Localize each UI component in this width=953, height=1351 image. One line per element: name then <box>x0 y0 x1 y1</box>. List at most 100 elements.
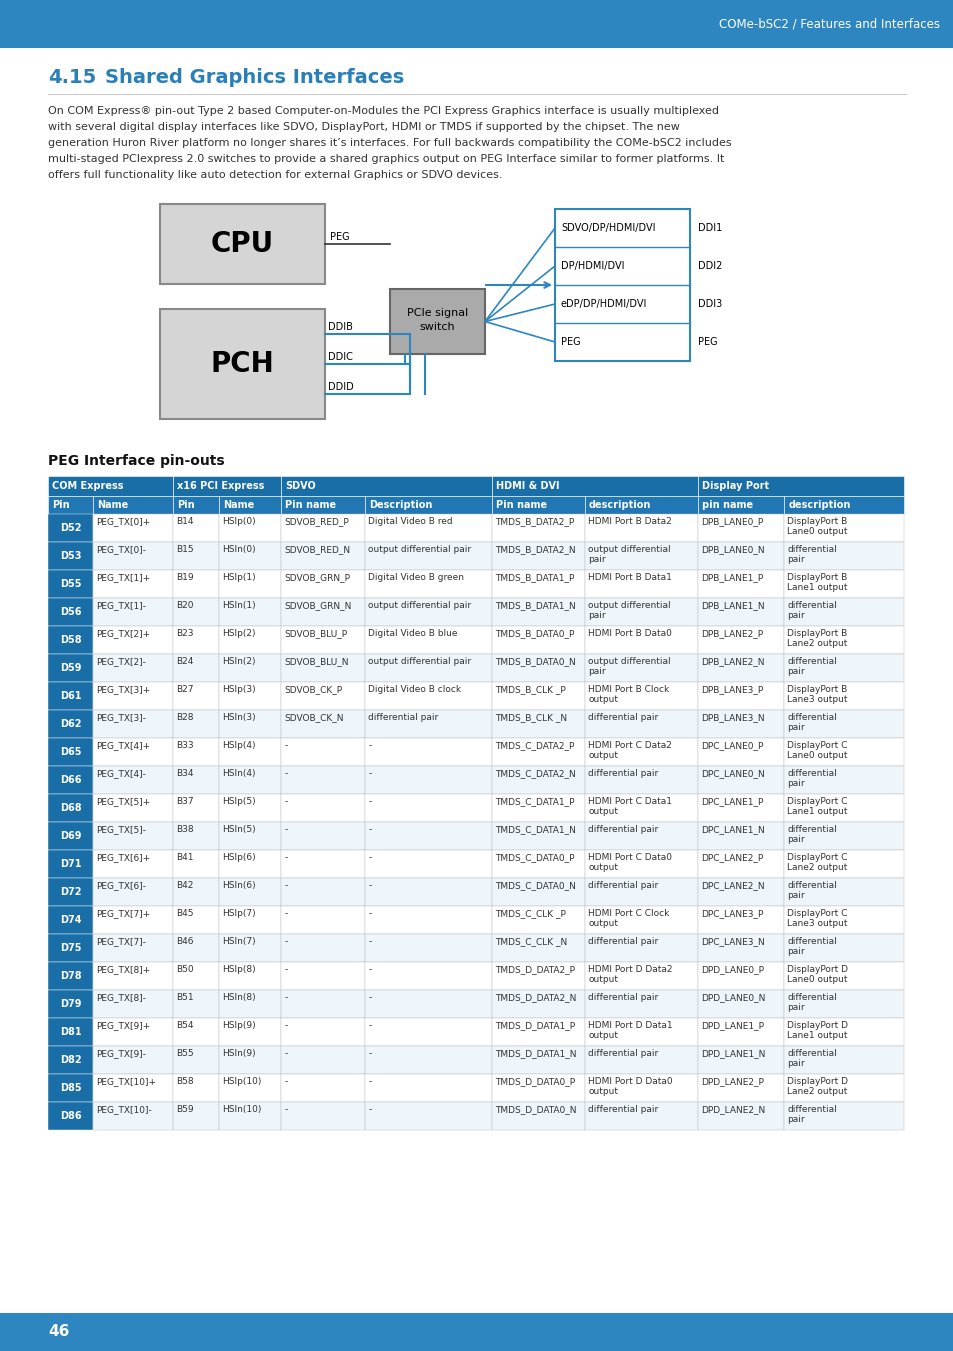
Bar <box>584 496 698 513</box>
Text: TMDS_B_DATA2_N: TMDS_B_DATA2_N <box>495 544 576 554</box>
Text: B15: B15 <box>176 544 193 554</box>
Text: Display Port: Display Port <box>701 481 769 490</box>
Bar <box>492 711 584 738</box>
Text: TMDS_B_DATA1_P: TMDS_B_DATA1_P <box>495 573 575 582</box>
Text: DisplayPort D
Lane0 output: DisplayPort D Lane0 output <box>786 965 847 985</box>
Bar <box>492 821 584 850</box>
Bar <box>698 513 783 542</box>
Text: DisplayPort C
Lane3 output: DisplayPort C Lane3 output <box>786 909 847 928</box>
Text: HSIn(3): HSIn(3) <box>221 713 255 721</box>
Text: B23: B23 <box>176 630 193 638</box>
Bar <box>218 626 281 654</box>
Text: DPD_LANE1_P: DPD_LANE1_P <box>700 1021 763 1029</box>
Text: DPC_LANE2_N: DPC_LANE2_N <box>700 881 764 890</box>
Text: HDMI Port C Data1
output: HDMI Port C Data1 output <box>587 797 672 816</box>
Bar <box>783 1046 903 1074</box>
Bar <box>48 766 93 794</box>
Bar <box>783 990 903 1019</box>
Bar <box>218 738 281 766</box>
Bar <box>698 794 783 821</box>
Bar <box>365 738 492 766</box>
Bar <box>281 990 365 1019</box>
Text: B50: B50 <box>176 965 193 974</box>
Text: D61: D61 <box>60 690 81 701</box>
Bar <box>218 907 281 934</box>
Text: D71: D71 <box>60 859 81 869</box>
Text: TMDS_C_DATA1_P: TMDS_C_DATA1_P <box>495 797 575 807</box>
Bar <box>48 542 93 570</box>
Bar <box>173 654 218 682</box>
Text: D59: D59 <box>60 663 81 673</box>
Bar <box>698 962 783 990</box>
Bar <box>281 654 365 682</box>
Bar <box>584 1019 698 1046</box>
Bar <box>492 654 584 682</box>
Text: DisplayPort B
Lane2 output: DisplayPort B Lane2 output <box>786 630 846 648</box>
Text: PEG_TX[6]-: PEG_TX[6]- <box>96 881 147 890</box>
Bar <box>783 654 903 682</box>
Text: DisplayPort B
Lane0 output: DisplayPort B Lane0 output <box>786 517 847 536</box>
Text: B33: B33 <box>176 740 193 750</box>
Bar <box>218 794 281 821</box>
Text: differential
pair: differential pair <box>786 769 836 789</box>
Bar <box>173 766 218 794</box>
Text: B59: B59 <box>176 1105 193 1115</box>
Bar <box>584 962 698 990</box>
Text: D66: D66 <box>60 775 81 785</box>
Bar <box>390 289 484 354</box>
Text: -: - <box>284 909 287 917</box>
Text: HSIn(7): HSIn(7) <box>221 938 255 946</box>
Text: SDVOB_GRN_N: SDVOB_GRN_N <box>284 601 352 611</box>
Text: DPB_LANE2_P: DPB_LANE2_P <box>700 630 762 638</box>
Bar <box>365 682 492 711</box>
Text: DisplayPort B
Lane3 output: DisplayPort B Lane3 output <box>786 685 847 704</box>
Text: differential
pair: differential pair <box>786 1105 836 1124</box>
Text: HSIn(6): HSIn(6) <box>221 881 255 890</box>
Text: PEG Interface pin-outs: PEG Interface pin-outs <box>48 454 224 467</box>
Text: HSIp(4): HSIp(4) <box>221 740 255 750</box>
Text: Pin name: Pin name <box>285 500 336 509</box>
Text: -: - <box>368 740 372 750</box>
Text: DPC_LANE0_N: DPC_LANE0_N <box>700 769 764 778</box>
Text: SDVOB_BLU_P: SDVOB_BLU_P <box>284 630 347 638</box>
Bar <box>93 794 173 821</box>
Text: differential pair: differential pair <box>368 713 438 721</box>
Text: differential pair: differential pair <box>587 1048 658 1058</box>
Text: TMDS_B_DATA2_P: TMDS_B_DATA2_P <box>495 517 574 526</box>
Text: TMDS_B_DATA1_N: TMDS_B_DATA1_N <box>495 601 576 611</box>
Text: differential pair: differential pair <box>587 993 658 1002</box>
Text: D65: D65 <box>60 747 81 757</box>
Text: offers full functionality like auto detection for external Graphics or SDVO devi: offers full functionality like auto dete… <box>48 170 502 180</box>
Text: B46: B46 <box>176 938 193 946</box>
Bar <box>698 1102 783 1129</box>
Bar <box>93 738 173 766</box>
Bar <box>365 794 492 821</box>
Bar <box>365 766 492 794</box>
Text: HDMI Port D Data0
output: HDMI Port D Data0 output <box>587 1077 672 1097</box>
Text: PEG_TX[2]-: PEG_TX[2]- <box>96 657 146 666</box>
Text: -: - <box>368 825 372 834</box>
Bar <box>584 654 698 682</box>
Bar <box>783 962 903 990</box>
Text: switch: switch <box>419 322 455 331</box>
Bar <box>783 794 903 821</box>
Text: TMDS_C_DATA0_P: TMDS_C_DATA0_P <box>495 852 575 862</box>
Text: D85: D85 <box>60 1084 81 1093</box>
Text: HDMI Port B Data0: HDMI Port B Data0 <box>587 630 671 638</box>
Bar <box>93 570 173 598</box>
Bar <box>698 1046 783 1074</box>
Bar <box>281 850 365 878</box>
Text: -: - <box>368 909 372 917</box>
Bar <box>93 962 173 990</box>
Text: DDI3: DDI3 <box>698 299 721 309</box>
Bar <box>173 907 218 934</box>
Bar <box>783 496 903 513</box>
Text: D74: D74 <box>60 915 81 925</box>
Text: -: - <box>368 769 372 778</box>
Bar <box>48 821 93 850</box>
Bar <box>48 682 93 711</box>
Text: Pin name: Pin name <box>496 500 547 509</box>
Bar <box>584 513 698 542</box>
Text: D75: D75 <box>60 943 81 952</box>
Bar <box>281 570 365 598</box>
